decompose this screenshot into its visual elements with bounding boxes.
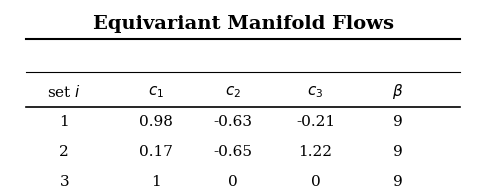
Text: -0.63: -0.63 — [214, 115, 253, 129]
Text: 0: 0 — [228, 175, 238, 189]
Text: Equivariant Manifold Flows: Equivariant Manifold Flows — [92, 15, 394, 33]
Text: 1: 1 — [151, 175, 161, 189]
Text: set $i$: set $i$ — [47, 84, 81, 100]
Text: 1: 1 — [59, 115, 69, 129]
Text: 0.17: 0.17 — [139, 145, 173, 159]
Text: 2: 2 — [59, 145, 69, 159]
Text: -0.21: -0.21 — [296, 115, 335, 129]
Text: 9: 9 — [393, 175, 402, 189]
Text: 1.22: 1.22 — [298, 145, 332, 159]
Text: $\beta$: $\beta$ — [392, 82, 403, 101]
Text: $c_2$: $c_2$ — [226, 84, 242, 99]
Text: 0: 0 — [311, 175, 320, 189]
Text: 9: 9 — [393, 145, 402, 159]
Text: 0.98: 0.98 — [139, 115, 173, 129]
Text: 3: 3 — [59, 175, 69, 189]
Text: $c_3$: $c_3$ — [307, 84, 324, 99]
Text: -0.65: -0.65 — [214, 145, 253, 159]
Text: $c_1$: $c_1$ — [148, 84, 164, 99]
Text: 9: 9 — [393, 115, 402, 129]
